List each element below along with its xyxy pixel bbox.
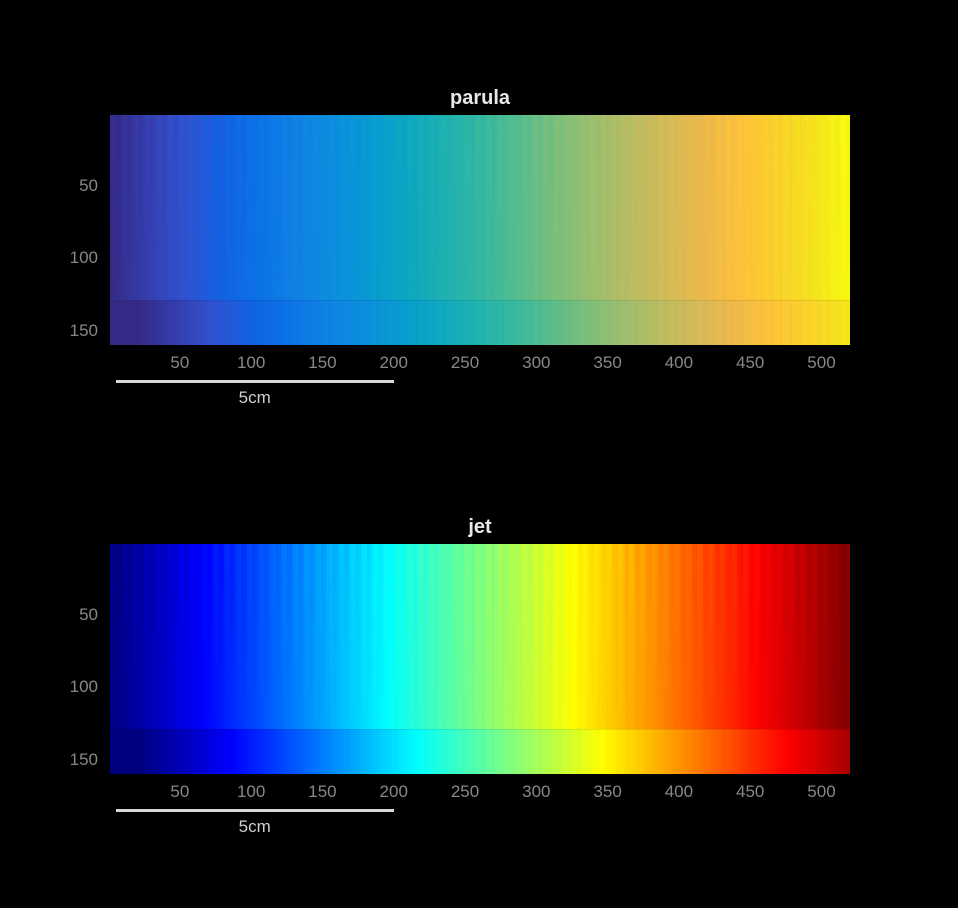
ytick-label: 150	[38, 321, 98, 341]
colormap-image-jet	[110, 544, 850, 774]
xtick-label: 200	[380, 782, 408, 802]
scalebar-line	[116, 809, 394, 812]
scalebar-label: 5cm	[239, 388, 271, 408]
panel-title-jet: jet	[110, 516, 850, 539]
xtick-label: 300	[522, 353, 550, 373]
xtick-label: 500	[807, 782, 835, 802]
xtick-label: 100	[237, 782, 265, 802]
xtick-label: 250	[451, 782, 479, 802]
ytick-label: 100	[38, 248, 98, 268]
xtick-label: 400	[665, 782, 693, 802]
xtick-label: 350	[593, 353, 621, 373]
ytick-label: 50	[38, 176, 98, 196]
scalebar-label: 5cm	[239, 817, 271, 837]
figure: parula 50 100 150 50 100 150 200 250 300…	[0, 0, 958, 908]
xtick-label: 50	[170, 782, 189, 802]
xtick-label: 350	[593, 782, 621, 802]
ytick-label: 150	[38, 750, 98, 770]
scalebar-line	[116, 380, 394, 383]
panel-title-parula: parula	[110, 87, 850, 110]
xtick-label: 250	[451, 353, 479, 373]
xtick-label: 100	[237, 353, 265, 373]
ytick-label: 100	[38, 677, 98, 697]
colormap-image-parula	[110, 115, 850, 345]
xtick-label: 50	[170, 353, 189, 373]
xtick-label: 500	[807, 353, 835, 373]
xtick-label: 450	[736, 353, 764, 373]
xtick-label: 200	[380, 353, 408, 373]
xtick-label: 150	[308, 782, 336, 802]
xtick-label: 450	[736, 782, 764, 802]
ytick-label: 50	[38, 605, 98, 625]
xtick-label: 300	[522, 782, 550, 802]
xtick-label: 400	[665, 353, 693, 373]
xtick-label: 150	[308, 353, 336, 373]
